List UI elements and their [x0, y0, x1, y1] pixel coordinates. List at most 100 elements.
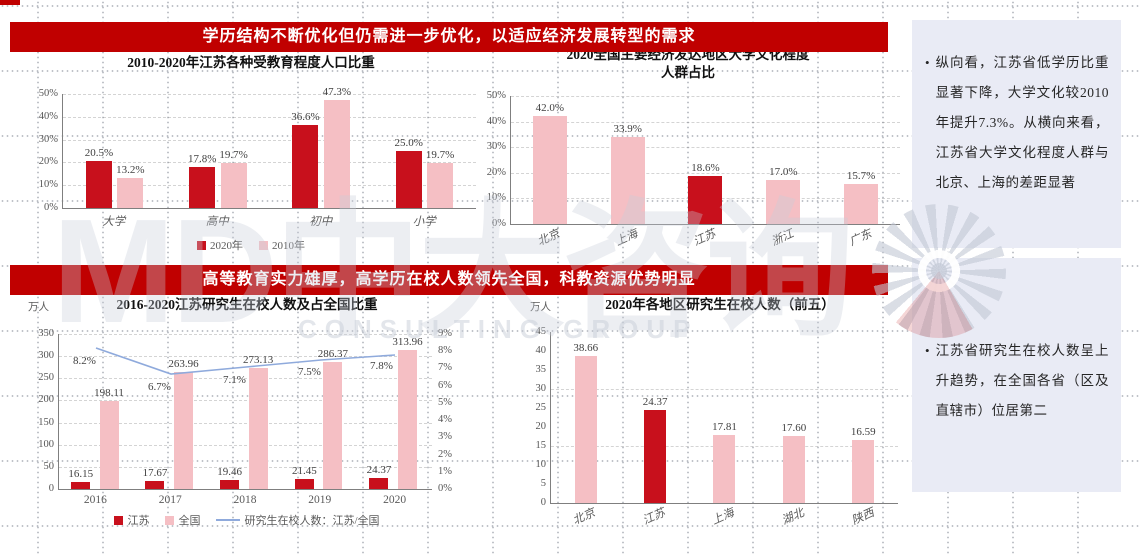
- bar-group: 42.0%: [532, 102, 567, 224]
- bar-value-label: 24.37: [642, 396, 668, 408]
- bar-group: 20.5% 13.2%: [85, 148, 145, 208]
- chart-legend: 2020年 2010年: [26, 237, 476, 253]
- bar-group: 38.66: [573, 343, 598, 503]
- note-text: 江苏省研究生在校人数呈上升趋势，在全国各省（区及直辖市）位居第二: [935, 343, 1109, 418]
- bar-hubei: [782, 436, 805, 503]
- y-axis-right: 9% 8% 7% 6% 5% 4% 3% 2% 1% 0%: [438, 328, 452, 494]
- legend-item: 2010年: [259, 237, 305, 253]
- chart-title: 2020年各地区研究生在校人数（前五）: [605, 297, 835, 312]
- line-value-label: 6.7%: [148, 381, 171, 393]
- x-category: 2020: [383, 494, 407, 506]
- bar-group: 25.0% 19.7%: [394, 138, 454, 208]
- bar-group: 33.9%: [610, 124, 645, 224]
- bar-value-label: 17.60: [781, 422, 807, 434]
- x-category: 江苏: [641, 506, 667, 528]
- bar-shanghai: [713, 435, 736, 503]
- bar-value-label: 47.3%: [322, 86, 352, 98]
- chart-graduate-students-top5: 万人 2020年各地区研究生在校人数（前五） 45 40 35 30 25 20…: [524, 296, 898, 528]
- x-category: 北京: [535, 228, 562, 249]
- x-category: 上海: [613, 228, 640, 249]
- chart-university-share-by-region: 2020全国主要经济发达地区大学文化程度 人群占比 50% 40% 30% 20…: [476, 46, 900, 251]
- bar-group: 16.59: [851, 427, 876, 503]
- x-category: 2016: [83, 494, 107, 506]
- x-category: 高中: [205, 216, 229, 228]
- bar-value-label: 273.13: [243, 354, 274, 366]
- x-category: 浙江: [769, 228, 796, 249]
- x-category: 小学: [412, 216, 436, 228]
- bar-jiangsu: [369, 478, 389, 489]
- bar-value-label: 21.45: [291, 465, 317, 477]
- bar-group: 21.45 286.37: [292, 349, 348, 489]
- bar-group: 19.46 273.13: [217, 355, 273, 489]
- corner-accent-mark: [0, 0, 20, 5]
- bar-jiangsu-highlight: [644, 410, 667, 503]
- legend-swatch-red: [114, 515, 124, 525]
- bar-national: [397, 350, 417, 489]
- line-value-label: 7.1%: [223, 374, 246, 386]
- legend-swatch-pink: [165, 515, 175, 525]
- bar-2020: [395, 151, 422, 208]
- chart-graduate-students-trend: 万人 2016-2020江苏研究生在校人数及占全国比重 350 300 250 …: [22, 296, 472, 528]
- bar-group: 16.15 198.11: [68, 388, 124, 489]
- y-axis: 45 40 35 30 25 20 15 10 5 0: [535, 326, 547, 508]
- x-category: 2019: [308, 494, 332, 506]
- bar-2020: [189, 167, 216, 208]
- bar-value-label: 18.6%: [691, 162, 720, 174]
- chart-legend: 江苏 全国 研究生在校人数：江苏/全国: [22, 512, 472, 528]
- bar-national: [323, 362, 343, 489]
- plot-area: 20.5% 13.2% 17.8% 19.7% 36.6% 47.3% 25.0…: [62, 87, 476, 209]
- bar-2010: [117, 178, 144, 208]
- x-axis-labels: 2016 2017 2018 2019 2020: [58, 494, 432, 506]
- bar-national: [173, 372, 193, 489]
- bar-2010: [323, 100, 350, 208]
- legend-item: 江苏: [114, 512, 149, 528]
- x-category: 上海: [710, 506, 737, 528]
- x-axis-labels: 北京 上海 江苏 浙江 广东: [510, 228, 900, 251]
- bar-jiangsu: [145, 481, 165, 489]
- bar-guangdong: [844, 184, 879, 224]
- section-banner-higher-education: 高等教育实力雄厚，高学历在校人数领先全国，科教资源优势明显: [10, 265, 888, 295]
- legend-item: 研究生在校人数：江苏/全国: [216, 512, 380, 528]
- note-text: 纵向看，江苏省低学历比重显著下降，大学文化较2010年提升7.3%。从横向来看，…: [935, 55, 1109, 190]
- bar-value-label: 24.37: [366, 464, 392, 476]
- legend-item: 2020年: [197, 237, 243, 253]
- plot-area: 38.66 24.37 17.81 17.60 16.59: [550, 332, 898, 504]
- bar-group: 15.7%: [844, 170, 879, 224]
- bar-national: [99, 401, 119, 489]
- chart-title-line2: 人群占比: [661, 65, 715, 80]
- bar-value-label: 42.0%: [535, 102, 565, 114]
- x-category: 陕西: [849, 506, 876, 528]
- bar-value-label: 313.96: [392, 336, 423, 348]
- chart-education-population-share: 2010-2020年江苏各种受教育程度人口比重 50% 40% 30% 20% …: [26, 54, 476, 253]
- x-category: 北京: [571, 506, 598, 528]
- x-axis-labels: 大学 高中 初中 小学: [62, 213, 476, 229]
- x-category: 大学: [102, 216, 126, 228]
- bar-2010: [427, 163, 454, 208]
- bar-jiangsu-highlight: [688, 176, 723, 224]
- bar-beijing: [574, 356, 597, 503]
- bar-group: 24.37 313.96: [367, 337, 423, 489]
- chart-title: 2010-2020年江苏各种受教育程度人口比重: [127, 55, 375, 70]
- bar-jiangsu: [294, 479, 314, 489]
- bar-value-label: 17.8%: [187, 153, 217, 165]
- bar-group: 17.67 263.96: [143, 359, 199, 489]
- x-category: 江苏: [691, 228, 718, 249]
- line-value-label: 7.5%: [298, 366, 321, 378]
- unit-label: 万人: [28, 302, 49, 313]
- x-category: 初中: [309, 216, 333, 228]
- bar-group: 17.8% 19.7%: [188, 150, 248, 208]
- bar-jiangsu: [71, 482, 91, 489]
- bullet-dot: •: [925, 55, 930, 70]
- bar-value-label: 13.2%: [116, 164, 145, 176]
- x-axis-labels: 北京 江苏 上海 湖北 陕西: [550, 507, 898, 528]
- bar-jiangsu: [220, 480, 240, 489]
- line-value-label: 8.2%: [73, 355, 96, 367]
- bar-group: 18.6%: [688, 162, 723, 224]
- x-category: 广东: [847, 228, 874, 249]
- bar-value-label: 38.66: [573, 342, 599, 354]
- bar-2020: [292, 125, 319, 208]
- bar-value-label: 15.7%: [846, 170, 876, 182]
- x-category: 2017: [158, 494, 182, 506]
- bar-value-label: 25.0%: [394, 137, 423, 149]
